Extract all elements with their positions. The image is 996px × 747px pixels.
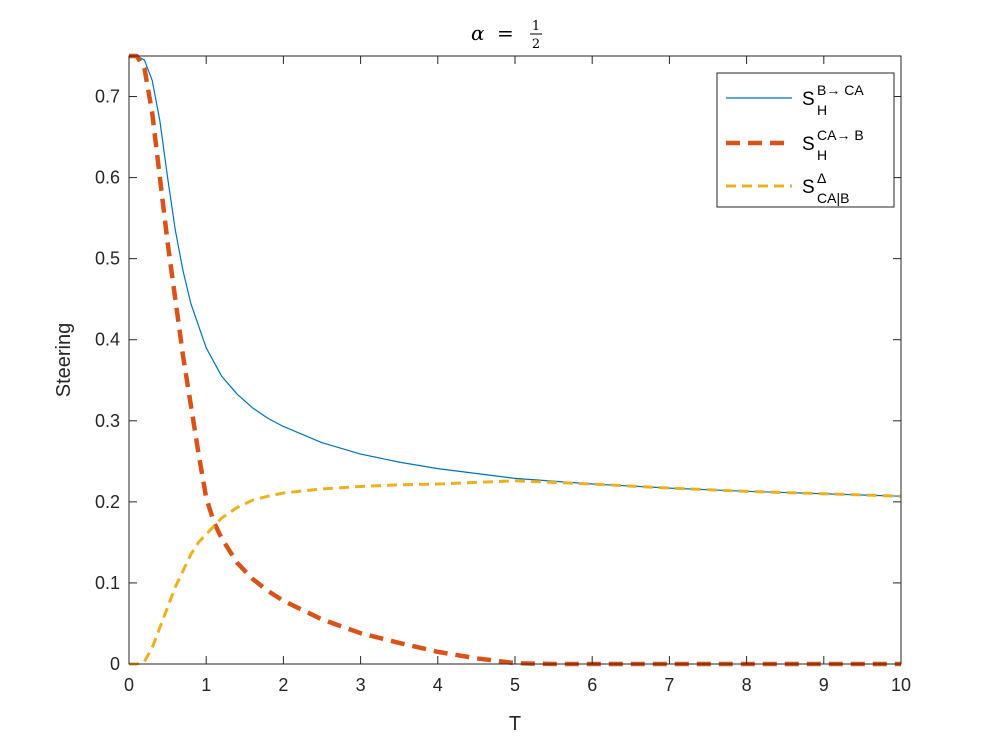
- y-tick-label: 0.3: [95, 411, 120, 431]
- y-tick-label: 0.2: [95, 492, 120, 512]
- series-line-3: [129, 479, 902, 666]
- x-tick-label: 9: [819, 675, 829, 695]
- y-tick-label: 0.6: [95, 168, 120, 188]
- title-equals: =: [497, 21, 514, 45]
- legend-subscript: H: [817, 147, 827, 163]
- legend-base: S: [802, 89, 815, 110]
- y-tick-label: 0.7: [95, 87, 120, 107]
- x-tick-label: 0: [124, 675, 134, 695]
- x-tick-label: 6: [587, 675, 597, 695]
- legend-base: S: [802, 134, 815, 155]
- legend-subscript: H: [817, 102, 827, 118]
- legend-label-3: S Δ CA|B: [802, 170, 849, 206]
- y-tick-label: 0.5: [95, 249, 120, 269]
- y-tick-label: 0.1: [95, 573, 120, 593]
- y-tick-label: 0: [110, 654, 120, 674]
- title-denominator: 2: [532, 37, 540, 52]
- legend-superscript: B→ CA: [817, 82, 864, 98]
- x-tick-label: 3: [356, 675, 366, 695]
- legend-base: S: [802, 177, 815, 198]
- x-axis-label: T: [509, 713, 521, 735]
- x-tick-label: 5: [510, 675, 520, 695]
- axis-tick-labels: 0 1 2 3 4 5 6 7 8 9 10 0 0.1 0.2 0.3 0.4 0.5 0.6 0.7: [95, 87, 911, 695]
- chart-title: α = 1 2: [471, 19, 542, 52]
- x-tick-label: 4: [433, 675, 443, 695]
- x-tick-label: 7: [664, 675, 674, 695]
- axis-ticks: [128, 56, 902, 665]
- title-numerator: 1: [532, 19, 540, 34]
- x-tick-label: 8: [742, 675, 752, 695]
- x-tick-label: 1: [201, 675, 211, 695]
- legend-label-1: S B→ CA H: [802, 82, 864, 118]
- x-tick-label: 10: [891, 675, 911, 695]
- legend-label-2: S CA→ B H: [802, 127, 864, 163]
- x-tick-label: 2: [278, 675, 288, 695]
- title-symbol: α: [471, 21, 485, 45]
- legend-superscript: CA→ B: [817, 127, 864, 143]
- legend-superscript: Δ: [817, 170, 826, 186]
- y-tick-label: 0.4: [95, 330, 120, 350]
- y-axis-label: Steering: [53, 323, 75, 398]
- legend-subscript: CA|B: [817, 190, 849, 206]
